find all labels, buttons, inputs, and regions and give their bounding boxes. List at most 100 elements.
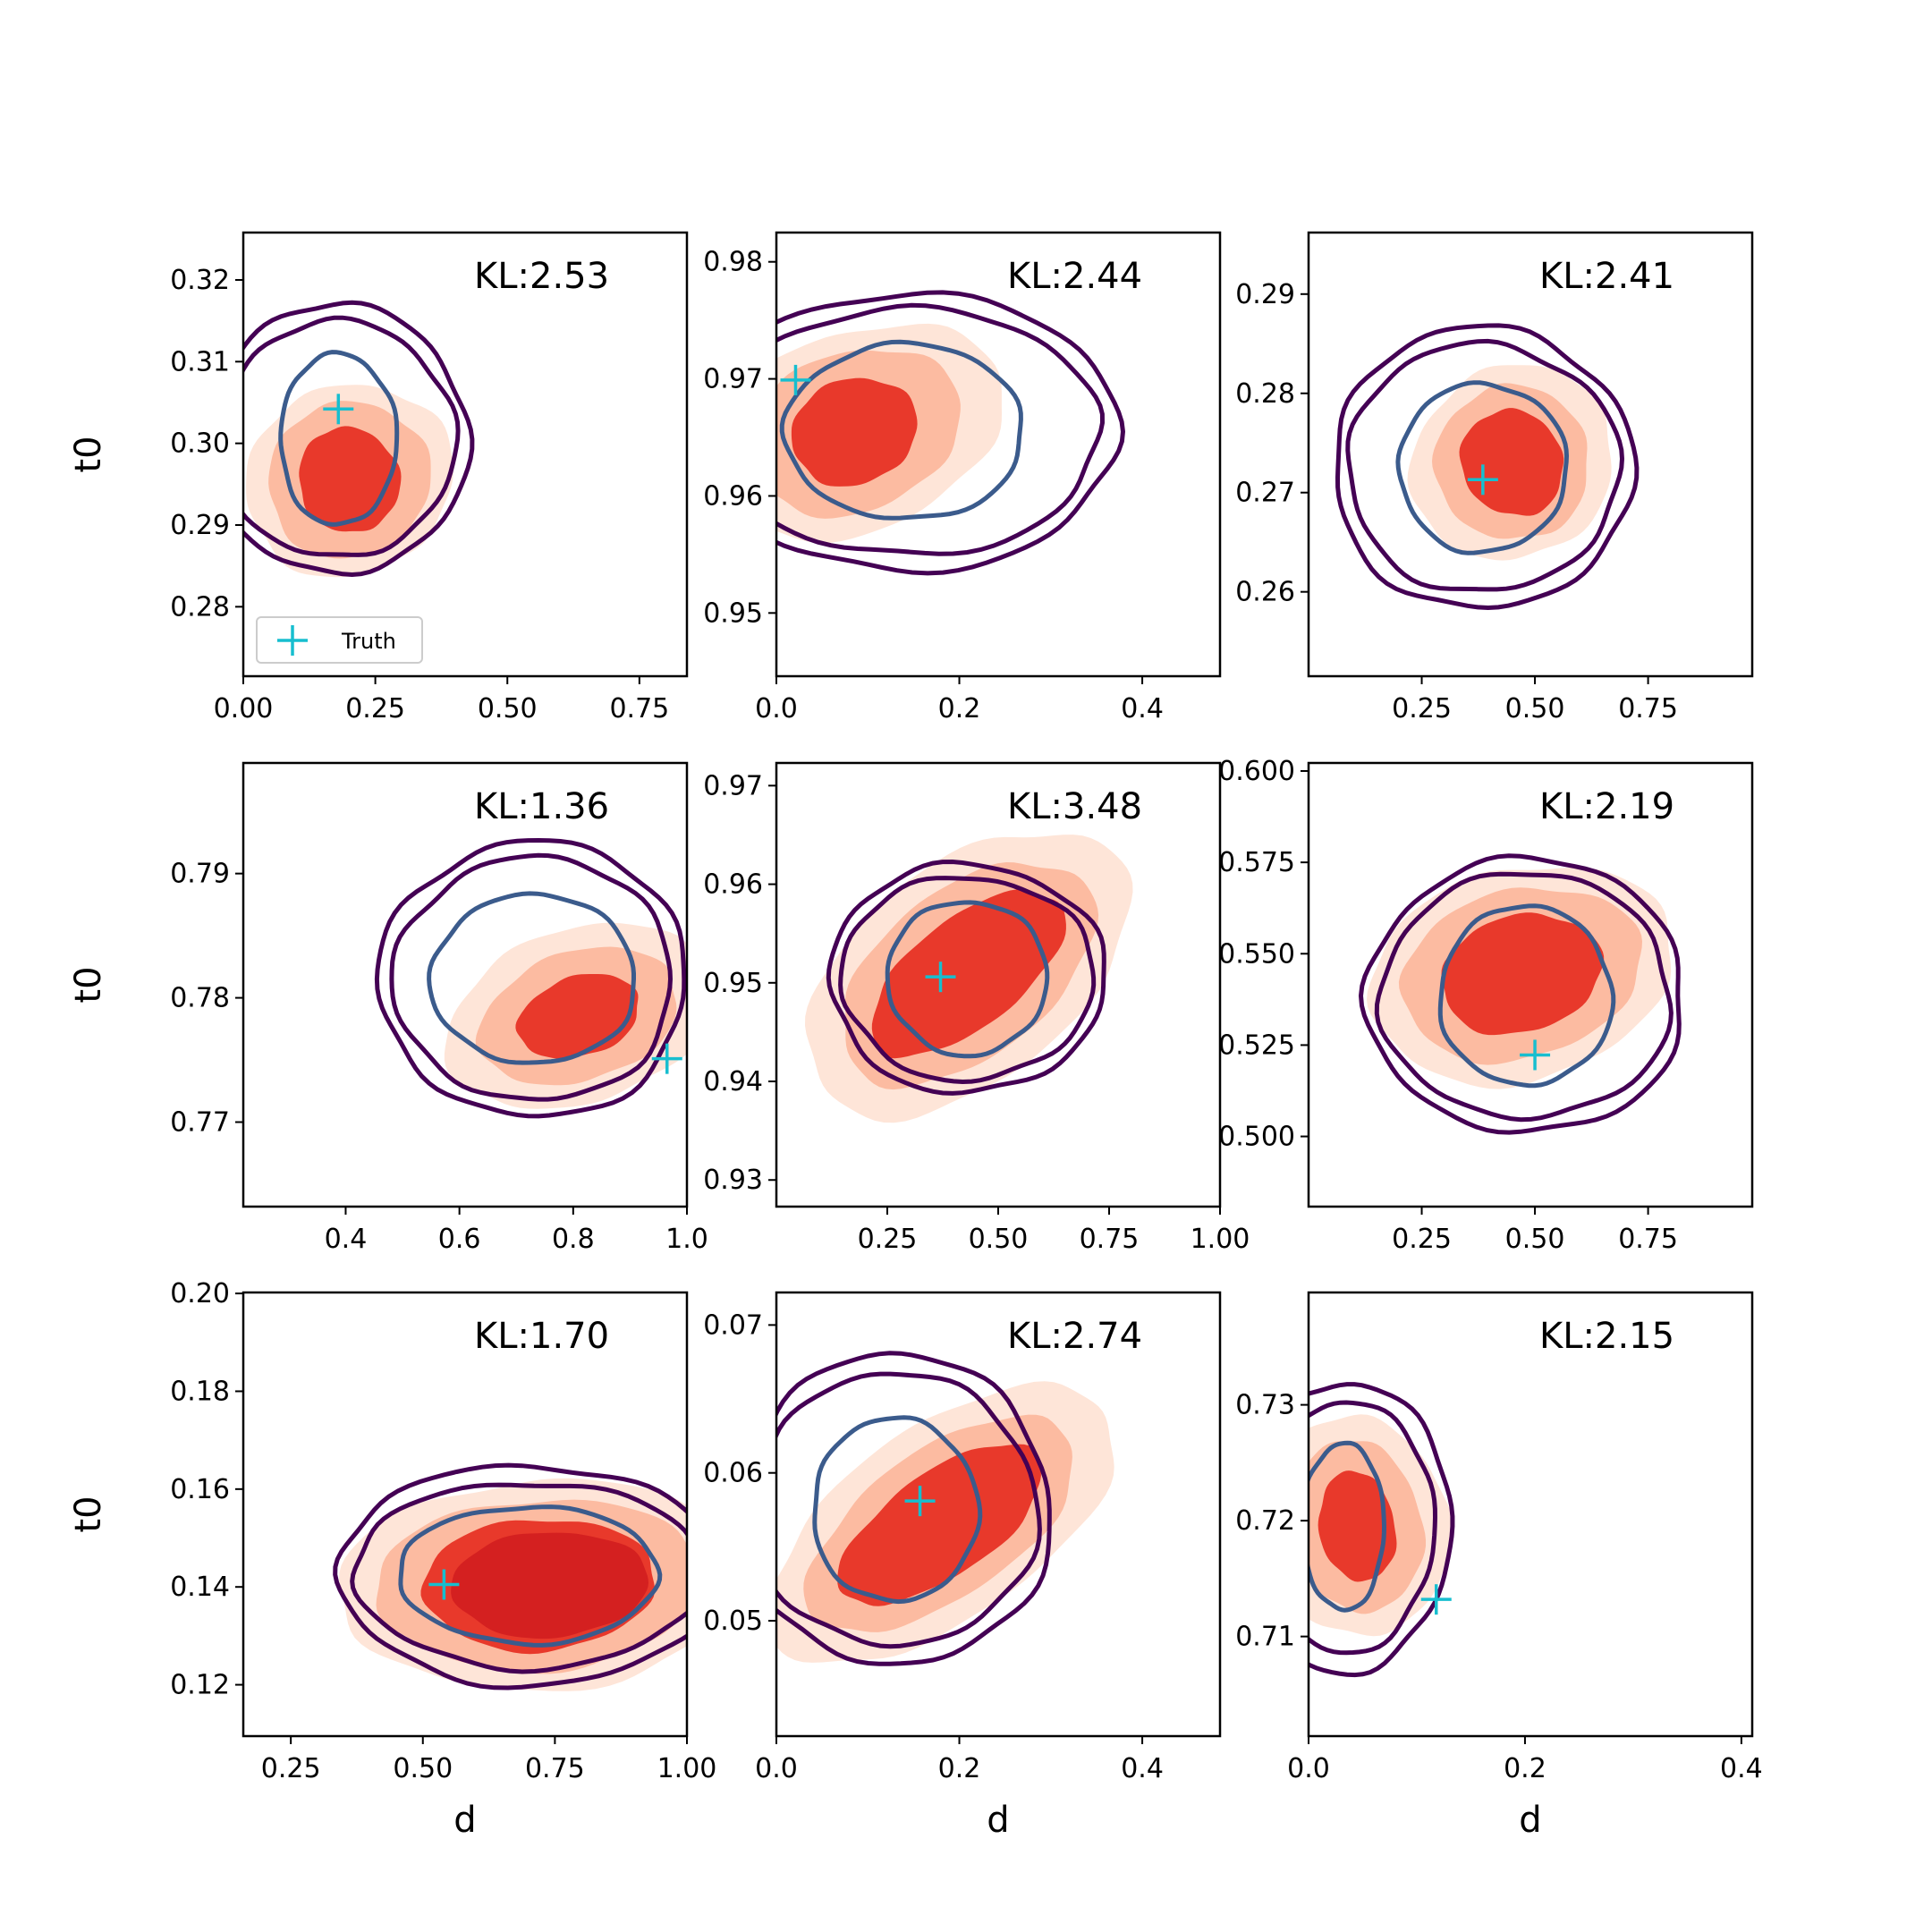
- y-tick-label: 0.78: [170, 983, 230, 1014]
- y-tick-label: 0.600: [1218, 756, 1295, 787]
- axes-frame: [242, 1291, 689, 1738]
- x-tick-label: 0.75: [1080, 1224, 1140, 1255]
- contour-inner-ring: [812, 1415, 983, 1605]
- legend-label: Truth: [341, 629, 396, 654]
- x-tick-label: 0.00: [214, 693, 274, 724]
- x-tick-label: 0.75: [609, 693, 669, 724]
- y-tick-label: 0.27: [1235, 478, 1295, 509]
- y-tick-label: 0.525: [1218, 1030, 1295, 1061]
- kl-annotation: KL:2.19: [1539, 786, 1674, 827]
- density-level-3: [837, 1444, 1041, 1606]
- density-level-3: [871, 889, 1066, 1059]
- contour-middle-ring: [1345, 338, 1625, 592]
- plot-area: [776, 1351, 1114, 1666]
- truth-marker: [1520, 1039, 1551, 1071]
- axes-frame: [242, 231, 689, 678]
- y-tick-label: 0.12: [170, 1670, 230, 1701]
- x-tick-label: 0.25: [1392, 693, 1452, 724]
- truth-marker: [904, 1486, 936, 1517]
- x-tick-label: 0.25: [345, 693, 405, 724]
- panel-1: 0.00 0.25 0.50 0.75 0.28 0.29 0.30 0.31 0.32 KL:2…: [68, 231, 689, 724]
- y-tick-label: 0.30: [170, 428, 230, 460]
- contour-inner-ring: [1395, 380, 1570, 555]
- y-tick-label: 0.500: [1218, 1122, 1295, 1153]
- legend-box: [256, 616, 423, 664]
- contour-middle-ring: [1309, 1400, 1438, 1656]
- truth-marker: [925, 962, 956, 993]
- contour-outer-ring: [1335, 323, 1640, 611]
- y-tick-label: 0.28: [170, 591, 230, 623]
- y-tick-label: 0.93: [703, 1165, 763, 1196]
- panel-3: 0.25 0.50 0.75 0.26 0.27 0.28 0.29 KL:2.41: [1235, 231, 1754, 724]
- contour-outer-ring: [243, 300, 475, 578]
- plot-area: [1309, 1382, 1455, 1678]
- plot-area: [776, 290, 1126, 576]
- axes-frame: [1307, 231, 1754, 678]
- y-tick-label: 0.94: [703, 1066, 763, 1097]
- kl-annotation: KL:1.70: [474, 1316, 609, 1357]
- truth-marker: [428, 1569, 460, 1600]
- y-axis-label: t0: [68, 436, 109, 472]
- contour-inner-ring: [398, 1504, 663, 1648]
- plot-area: [1358, 853, 1682, 1135]
- legend: Truth: [256, 616, 423, 664]
- x-tick-label: 0.50: [1505, 693, 1565, 724]
- x-tick-label: 0.4: [1121, 693, 1164, 724]
- x-tick-label: 0.25: [261, 1753, 321, 1784]
- x-tick-label: 0.50: [393, 1753, 453, 1784]
- contour-middle-ring: [389, 852, 674, 1102]
- x-tick-label: 0.2: [938, 693, 981, 724]
- x-tick-label: 0.6: [438, 1224, 481, 1255]
- panel-5: 0.25 0.50 0.75 1.00 0.93 0.94 0.95 0.96 0.97 KL:3…: [703, 761, 1250, 1255]
- plot-area: [1335, 323, 1640, 611]
- contour-inner-ring: [427, 891, 636, 1065]
- contour-inner-ring: [278, 350, 400, 527]
- plot-area: [374, 837, 687, 1119]
- y-tick-label: 0.575: [1218, 847, 1295, 878]
- contour-outer-ring: [333, 1462, 687, 1690]
- y-tick-label: 0.96: [703, 480, 763, 512]
- y-tick-label: 0.29: [1235, 279, 1295, 310]
- density-level-3: [1459, 408, 1564, 516]
- y-tick-label: 0.28: [1235, 378, 1295, 410]
- contour-middle-ring: [776, 302, 1106, 556]
- y-axis-label: t0: [68, 1496, 109, 1532]
- y-tick-label: 0.26: [1235, 577, 1295, 608]
- y-tick-label: 0.79: [170, 859, 230, 890]
- x-tick-label: 0.0: [755, 693, 798, 724]
- x-tick-label: 0.50: [1505, 1224, 1565, 1255]
- y-tick-label: 0.550: [1218, 938, 1295, 970]
- plot-area: [805, 835, 1133, 1123]
- x-tick-label: 0.4: [1720, 1753, 1763, 1784]
- kl-annotation: KL:2.44: [1007, 256, 1142, 297]
- contour-outer-ring: [776, 1351, 1052, 1666]
- x-tick-label: 0.50: [969, 1224, 1029, 1255]
- density-level-3: [1318, 1470, 1397, 1582]
- y-tick-label: 0.20: [170, 1278, 230, 1309]
- x-tick-label: 0.4: [325, 1224, 368, 1255]
- axes-frame: [1307, 761, 1754, 1208]
- y-tick-label: 0.29: [170, 510, 230, 541]
- panel-8: 0.0 0.2 0.4 0.05 0.06 0.07 KL:2.74 d: [703, 1291, 1222, 1841]
- truth-marker: [780, 364, 811, 395]
- x-tick-label: 0.75: [1618, 693, 1678, 724]
- y-tick-label: 0.77: [170, 1107, 230, 1139]
- y-tick-label: 0.97: [703, 770, 763, 801]
- y-tick-label: 0.97: [703, 364, 763, 395]
- x-tick-label: 1.0: [665, 1224, 708, 1255]
- y-tick-label: 0.16: [170, 1474, 230, 1505]
- y-tick-label: 0.72: [1235, 1505, 1295, 1537]
- contour-middle-ring: [1374, 871, 1674, 1123]
- y-tick-label: 0.06: [703, 1458, 763, 1489]
- density-level-3: [791, 377, 918, 487]
- density-core: [451, 1532, 648, 1640]
- x-tick-label: 1.00: [1191, 1224, 1250, 1255]
- kl-annotation: KL:2.53: [474, 256, 609, 297]
- truth-marker: [651, 1043, 682, 1074]
- truth-marker: [323, 394, 354, 425]
- x-tick-label: 0.2: [1504, 1753, 1546, 1784]
- y-tick-label: 0.95: [703, 968, 763, 999]
- x-tick-label: 0.75: [525, 1753, 585, 1784]
- panel-7: 0.25 0.50 0.75 1.00 0.12 0.14 0.16 0.18 0.20 KL:1…: [68, 1278, 716, 1841]
